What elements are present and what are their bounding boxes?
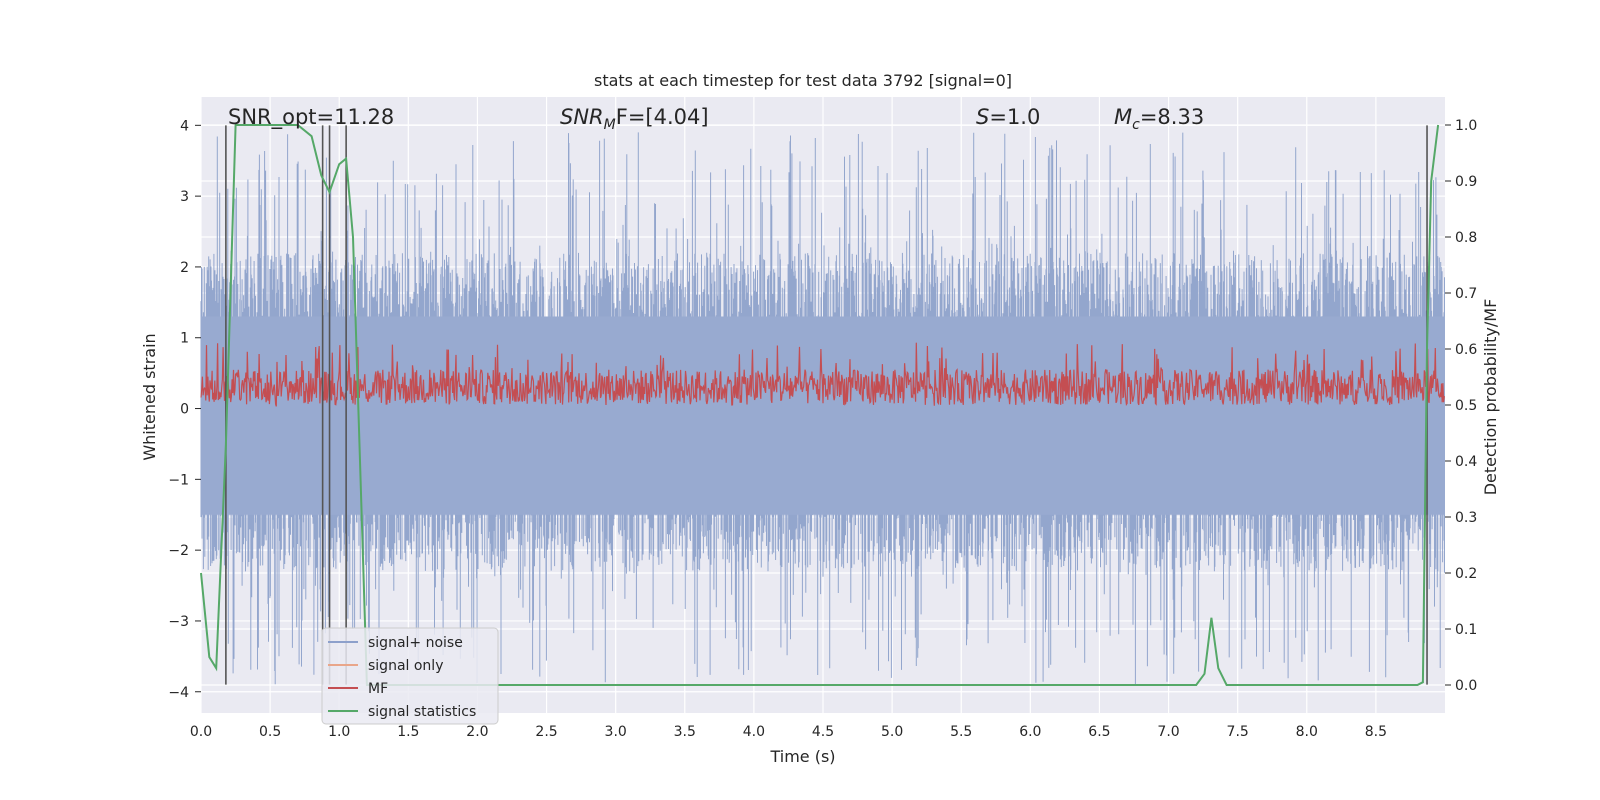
y-right-tick-label: 0.4 [1455,454,1477,470]
annotation-s: S=1.0 [976,105,1040,129]
y-axis-label-right: Detection probability/MF [1481,299,1500,496]
annotation-mc-rest: =8.33 [1140,105,1204,129]
legend-label: signal statistics [368,704,476,720]
annotation-snr-mf: SNRMF=[4.04] [560,105,709,133]
legend-label: signal only [368,658,443,674]
mf-series [200,342,1445,407]
signal-plus-noise-core [201,316,1445,515]
x-tick-label: 6.0 [1019,724,1041,740]
y-axis-label: Whitened strain [140,333,159,460]
x-tick-label: 8.5 [1365,724,1387,740]
y-tick-label: 1 [180,331,189,347]
y-ticks-left: 4 3 2 1 0 −1 −2 −3 −4 [168,118,201,701]
y-tick-label: −4 [168,685,189,701]
x-tick-label: 3.5 [674,724,696,740]
x-tick-label: 5.0 [881,724,903,740]
annotation-s-base: S [976,105,989,129]
annotation-s-rest: =1.0 [989,105,1040,129]
y-right-tick-label: 0.6 [1455,342,1477,358]
x-tick-label: 0.5 [259,724,281,740]
y-right-tick-label: 0.8 [1455,230,1477,246]
annotation-snr-mf-sub: M [604,117,616,133]
y-right-tick-label: 0.3 [1455,510,1477,526]
annotation-snr-opt: SNR_opt=11.28 [228,105,394,130]
x-tick-label: 1.0 [328,724,350,740]
x-tick-label: 0.0 [190,724,212,740]
y-tick-label: 0 [180,402,189,418]
x-tick-label: 3.0 [605,724,627,740]
y-ticks-right: 1.0 0.9 0.8 0.7 0.6 0.5 0.4 0.3 0.2 0.1 0.0 [1445,118,1477,694]
x-tick-label: 4.0 [743,724,765,740]
y-tick-label: 3 [180,189,189,205]
x-tick-label: 6.5 [1088,724,1110,740]
legend-label: MF [368,681,388,697]
y-tick-label: −2 [168,543,189,559]
legend: signal+ noise signal only MF signal statist… [321,627,499,725]
mf-trace [200,342,1445,407]
y-right-tick-label: 0.0 [1455,678,1477,694]
legend-box [321,627,499,725]
y-tick-label: 2 [180,260,189,276]
annotation-mc-base: M [1114,105,1132,129]
y-right-tick-label: 0.7 [1455,286,1477,302]
y-right-tick-label: 0.1 [1455,622,1477,638]
plot-area [200,97,1445,713]
y-tick-label: −1 [168,472,189,488]
chart-title: stats at each timestep for test data 379… [594,71,1012,90]
x-tick-label: 7.5 [1227,724,1249,740]
signal-plus-noise-series [200,132,1445,685]
y-right-tick-label: 0.2 [1455,566,1477,582]
y-tick-label: −3 [168,614,189,630]
x-tick-label: 2.5 [535,724,557,740]
annotation-snr-mf-rest: F=[4.04] [616,105,709,129]
x-tick-label: 4.5 [812,724,834,740]
x-tick-label: 1.5 [397,724,419,740]
x-tick-label: 8.0 [1296,724,1318,740]
legend-label: signal+ noise [368,635,463,651]
x-tick-label: 7.0 [1157,724,1179,740]
y-right-tick-label: 0.5 [1455,398,1477,414]
x-axis-label: Time (s) [769,747,835,766]
annotation-mc-sub: c [1132,117,1140,133]
x-ticks: 0.0 0.5 1.0 1.5 2.0 2.5 3.0 3.5 4.0 4.5 5.0 5.5 6.0 6… [190,724,1387,740]
y-right-tick-label: 1.0 [1455,118,1477,134]
x-tick-label: 5.5 [950,724,972,740]
annotation-mc: Mc=8.33 [1114,105,1204,133]
y-right-tick-label: 0.9 [1455,174,1477,190]
x-tick-label: 2.0 [466,724,488,740]
annotation-snr-mf-base: SNR [560,105,604,129]
y-tick-label: 4 [180,118,189,134]
